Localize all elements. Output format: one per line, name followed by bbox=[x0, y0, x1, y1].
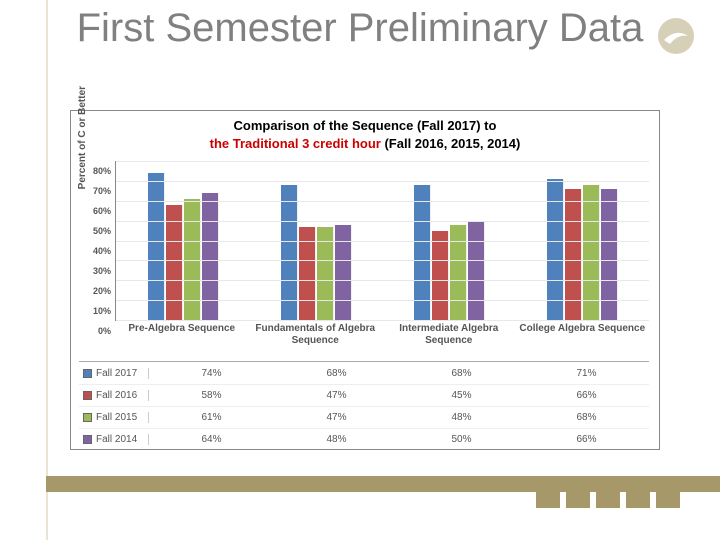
y-tick: 50% bbox=[93, 226, 111, 236]
y-tick: 30% bbox=[93, 266, 111, 276]
category-label: College Algebra Sequence bbox=[516, 323, 650, 347]
legend-cell: Fall 2014 bbox=[79, 434, 149, 445]
bar bbox=[432, 231, 448, 320]
legend-label: Fall 2016 bbox=[96, 390, 137, 401]
table-cell: 66% bbox=[524, 390, 649, 401]
slide: First Semester Preliminary Data Comparis… bbox=[0, 0, 720, 540]
table-cell: 47% bbox=[274, 390, 399, 401]
category-label: Fundamentals of Algebra Sequence bbox=[249, 323, 383, 347]
chart-title: Comparison of the Sequence (Fall 2017) t… bbox=[71, 111, 659, 156]
left-rail bbox=[46, 0, 48, 540]
table-cell: 48% bbox=[274, 434, 399, 445]
bar bbox=[184, 199, 200, 320]
footer-bump bbox=[566, 478, 590, 508]
legend-swatch bbox=[83, 391, 92, 400]
table-cell: 61% bbox=[149, 412, 274, 423]
table-cell: 68% bbox=[274, 368, 399, 379]
table-cell: 71% bbox=[524, 368, 649, 379]
table-cell: 47% bbox=[274, 412, 399, 423]
legend-swatch bbox=[83, 369, 92, 378]
plot bbox=[115, 161, 649, 321]
gridline bbox=[116, 260, 649, 261]
table-cell: 74% bbox=[149, 368, 274, 379]
legend-cell: Fall 2017 bbox=[79, 368, 149, 379]
y-tick: 60% bbox=[93, 206, 111, 216]
table-cell: 58% bbox=[149, 390, 274, 401]
slide-title: First Semester Preliminary Data bbox=[0, 6, 720, 51]
gridline bbox=[116, 280, 649, 281]
table-cell: 66% bbox=[524, 434, 649, 445]
legend-swatch bbox=[83, 413, 92, 422]
chart-title-subject: the Traditional 3 credit hour bbox=[210, 136, 381, 151]
footer-bumps bbox=[536, 478, 680, 508]
chart-frame: Comparison of the Sequence (Fall 2017) t… bbox=[70, 110, 660, 450]
bar bbox=[148, 173, 164, 320]
footer-bump bbox=[656, 478, 680, 508]
legend-label: Fall 2015 bbox=[96, 412, 137, 423]
gridline bbox=[116, 221, 649, 222]
gridline bbox=[116, 241, 649, 242]
footer-bump bbox=[626, 478, 650, 508]
chart-title-tail: (Fall 2016, 2015, 2014) bbox=[384, 136, 520, 151]
category-label: Pre-Algebra Sequence bbox=[115, 323, 249, 347]
gridline bbox=[116, 201, 649, 202]
table-cell: 50% bbox=[399, 434, 524, 445]
table-row: Fall 201774%68%68%71% bbox=[79, 362, 649, 384]
y-tick: 70% bbox=[93, 186, 111, 196]
legend-label: Fall 2017 bbox=[96, 368, 137, 379]
y-tick: 80% bbox=[93, 166, 111, 176]
legend-cell: Fall 2015 bbox=[79, 412, 149, 423]
table-row: Fall 2015 61%47%48%68% bbox=[79, 406, 649, 428]
y-tick: 0% bbox=[98, 326, 111, 336]
table-cell: 48% bbox=[399, 412, 524, 423]
category-label: Intermediate Algebra Sequence bbox=[382, 323, 516, 347]
gridline bbox=[116, 181, 649, 182]
chart-title-line1: Comparison of the Sequence (Fall 2017) t… bbox=[234, 118, 497, 133]
table-row: Fall 2014 64%48%50%66% bbox=[79, 428, 649, 450]
y-ticks: 0%10%20%30%40%50%60%70%80% bbox=[81, 161, 111, 321]
footer-bump bbox=[536, 478, 560, 508]
plot-area: Percent of C or Better 0%10%20%30%40%50%… bbox=[115, 161, 649, 321]
bar bbox=[166, 205, 182, 320]
gridline bbox=[116, 300, 649, 301]
footer-bump bbox=[596, 478, 620, 508]
gridline bbox=[116, 320, 649, 321]
y-tick: 10% bbox=[93, 306, 111, 316]
table-row: Fall 2016 58%47%45%66% bbox=[79, 384, 649, 406]
bar bbox=[468, 221, 484, 320]
table-cell: 68% bbox=[524, 412, 649, 423]
legend-label: Fall 2014 bbox=[96, 434, 137, 445]
table-cell: 64% bbox=[149, 434, 274, 445]
category-labels: Pre-Algebra SequenceFundamentals of Alge… bbox=[115, 323, 649, 347]
bar bbox=[450, 225, 466, 320]
gridline bbox=[116, 161, 649, 162]
legend-swatch bbox=[83, 435, 92, 444]
y-tick: 20% bbox=[93, 286, 111, 296]
legend-cell: Fall 2016 bbox=[79, 390, 149, 401]
data-table: Fall 201774%68%68%71%Fall 201658%47%45%6… bbox=[79, 361, 649, 443]
y-tick: 40% bbox=[93, 246, 111, 256]
corner-logo-icon bbox=[656, 16, 696, 56]
bar bbox=[335, 225, 351, 320]
table-cell: 68% bbox=[399, 368, 524, 379]
table-cell: 45% bbox=[399, 390, 524, 401]
